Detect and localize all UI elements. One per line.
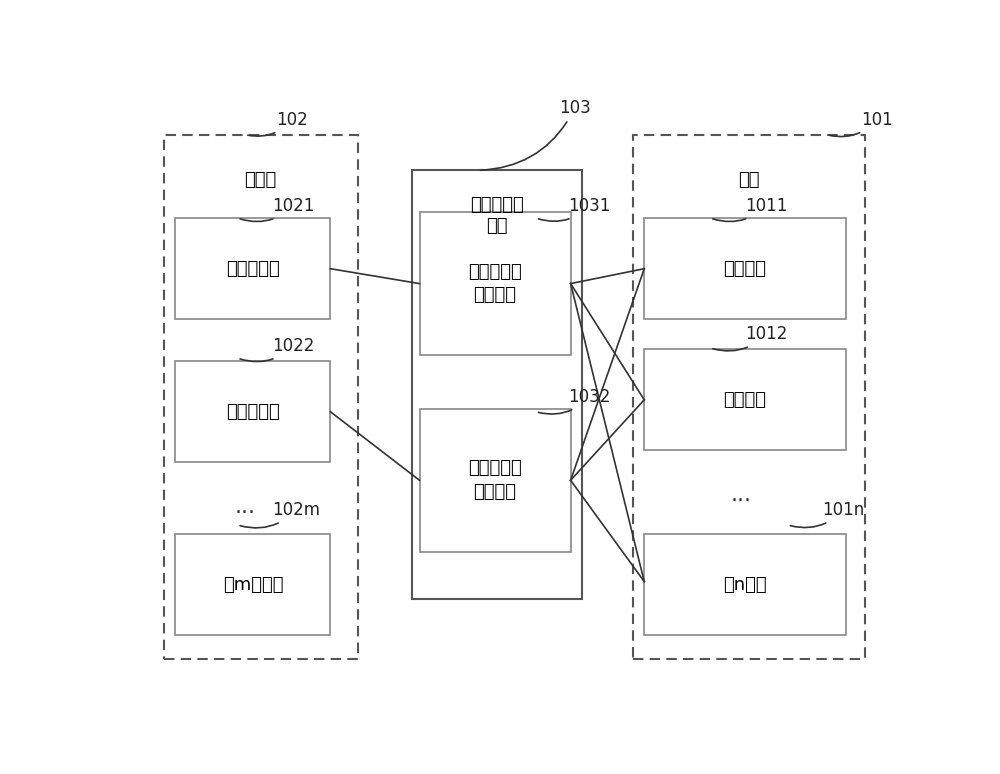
Bar (420, 409, 571, 552)
Text: 1032: 1032 (538, 388, 611, 414)
Text: 1022: 1022 (240, 337, 315, 361)
Text: 第二服务器: 第二服务器 (226, 402, 280, 421)
Text: 103: 103 (480, 99, 591, 170)
Text: 102m: 102m (240, 501, 320, 528)
Text: 1031: 1031 (538, 197, 611, 221)
Text: 第n终端: 第n终端 (723, 576, 767, 594)
Text: 第二终端: 第二终端 (724, 391, 767, 409)
Text: 终端: 终端 (738, 171, 760, 190)
Bar (644, 534, 846, 635)
Text: 服务器: 服务器 (244, 171, 277, 190)
Text: 第一宽带互
联网网关: 第一宽带互 联网网关 (468, 263, 522, 304)
Bar (644, 349, 846, 450)
Text: 1011: 1011 (713, 197, 787, 221)
Text: 第一终端: 第一终端 (724, 260, 767, 278)
Text: 宽带互联网
网关: 宽带互联网 网关 (470, 196, 524, 235)
Text: ...: ... (731, 485, 752, 505)
Bar (175, 534, 330, 635)
Bar (175, 361, 330, 462)
Text: 第m服务器: 第m服务器 (223, 576, 283, 594)
Bar (633, 135, 865, 659)
Bar (420, 212, 571, 355)
Bar (412, 170, 582, 599)
Text: 102: 102 (248, 111, 308, 136)
Text: 1012: 1012 (713, 325, 787, 351)
Text: 第一服务器: 第一服务器 (226, 260, 280, 278)
Text: 101: 101 (829, 111, 893, 136)
Bar (164, 135, 358, 659)
Bar (644, 218, 846, 320)
Text: 第二宽带互
联网网关: 第二宽带互 联网网关 (468, 460, 522, 501)
Text: 101n: 101n (790, 501, 865, 528)
Text: 1021: 1021 (240, 197, 315, 221)
Text: ...: ... (235, 497, 256, 517)
Bar (175, 218, 330, 320)
